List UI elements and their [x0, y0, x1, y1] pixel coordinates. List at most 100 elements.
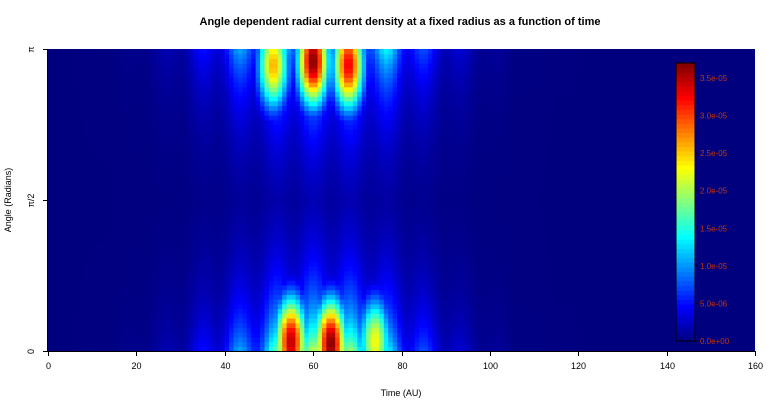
heatmap-cell: [366, 313, 372, 319]
heatmap-cell: [87, 336, 93, 343]
heatmap-cell: [92, 157, 98, 163]
heatmap-cell: [357, 322, 363, 329]
heatmap-cell: [136, 119, 142, 126]
heatmap-cell: [127, 289, 133, 295]
heatmap-cell: [277, 190, 283, 196]
heatmap-cell: [74, 129, 80, 135]
heatmap-cell: [207, 289, 213, 295]
heatmap-cell: [304, 124, 310, 130]
heatmap-cell: [92, 49, 98, 55]
heatmap-cell: [215, 303, 221, 310]
heatmap-cell: [101, 176, 107, 182]
heatmap-cell: [96, 63, 102, 69]
heatmap-cell: [74, 110, 80, 116]
heatmap-cell: [127, 157, 133, 163]
heatmap-cell: [211, 299, 217, 305]
heatmap-cell: [171, 49, 177, 55]
heatmap-cell: [114, 228, 120, 234]
heatmap-cell: [136, 242, 142, 248]
heatmap-cell: [158, 322, 164, 329]
heatmap-cell: [229, 53, 235, 60]
heatmap-cell: [180, 105, 186, 111]
heatmap-cell: [61, 115, 67, 121]
heatmap-cell: [326, 233, 332, 239]
heatmap-cell: [180, 77, 186, 83]
heatmap-cell: [61, 181, 67, 187]
heatmap-cell: [74, 82, 80, 88]
heatmap-cell: [313, 157, 319, 163]
heatmap-cell: [291, 200, 297, 206]
heatmap-cell: [299, 110, 305, 116]
heatmap-cell: [361, 157, 367, 163]
heatmap-cell: [184, 284, 190, 291]
heatmap-cell: [255, 124, 261, 130]
heatmap-cell: [105, 124, 111, 130]
heatmap-cell: [242, 133, 248, 140]
heatmap-cell: [330, 284, 336, 291]
heatmap-cell: [154, 53, 160, 60]
heatmap-cell: [189, 270, 195, 277]
heatmap-cell: [149, 72, 155, 78]
heatmap-cell: [61, 124, 67, 130]
heatmap-cell: [286, 91, 292, 97]
heatmap-cell: [233, 218, 239, 225]
heatmap-cell: [193, 200, 199, 206]
heatmap-cell: [109, 242, 115, 248]
heatmap-cell: [78, 280, 84, 286]
heatmap-cell: [317, 289, 323, 295]
heatmap-cell: [282, 195, 288, 201]
heatmap-cell: [61, 261, 67, 267]
heatmap-cell: [357, 63, 363, 69]
heatmap-cell: [370, 96, 376, 102]
heatmap-cell: [238, 82, 244, 88]
heatmap-cell: [211, 162, 217, 168]
heatmap-cell: [207, 143, 213, 149]
heatmap-cell: [180, 218, 186, 225]
heatmap-cell: [335, 233, 341, 239]
heatmap-cell: [198, 96, 204, 102]
heatmap-cell: [251, 100, 257, 107]
heatmap-cell: [87, 284, 93, 291]
heatmap-cell: [379, 67, 385, 74]
heatmap-cell: [65, 105, 71, 111]
heatmap-cell: [145, 53, 151, 60]
heatmap-cell: [335, 53, 341, 60]
heatmap-cell: [330, 242, 336, 248]
heatmap-cell: [238, 341, 244, 347]
heatmap-cell: [114, 275, 120, 281]
heatmap-cell: [366, 195, 372, 201]
heatmap-cell: [224, 148, 230, 154]
heatmap-cell: [56, 327, 62, 333]
heatmap-cell: [154, 96, 160, 102]
heatmap-cell: [282, 105, 288, 111]
heatmap-cell: [83, 115, 89, 121]
heatmap-cell: [61, 280, 67, 286]
heatmap-cell: [127, 133, 133, 140]
heatmap-cell: [330, 96, 336, 102]
heatmap-cell: [184, 82, 190, 88]
heatmap-cell: [114, 72, 120, 78]
heatmap-cell: [224, 275, 230, 281]
heatmap-cell: [238, 336, 244, 343]
heatmap-cell: [304, 242, 310, 248]
heatmap-cell: [220, 185, 226, 192]
heatmap-cell: [286, 166, 292, 173]
heatmap-cell: [330, 171, 336, 178]
heatmap-cell: [180, 327, 186, 333]
heatmap-cell: [229, 266, 235, 272]
heatmap-cell: [207, 294, 213, 300]
heatmap-cell: [158, 67, 164, 74]
heatmap-cell: [374, 299, 381, 305]
heatmap-cell: [229, 82, 235, 88]
heatmap-cell: [114, 322, 120, 329]
heatmap-cell: [273, 115, 279, 121]
heatmap-cell: [184, 346, 190, 351]
heatmap-cell: [145, 237, 151, 244]
heatmap-cell: [224, 299, 230, 305]
heatmap-cell: [158, 110, 164, 116]
heatmap-cell: [291, 280, 297, 286]
heatmap-cell: [370, 185, 376, 192]
heatmap-cell: [357, 275, 363, 281]
heatmap-cell: [211, 266, 217, 272]
heatmap-cell: [61, 72, 67, 78]
